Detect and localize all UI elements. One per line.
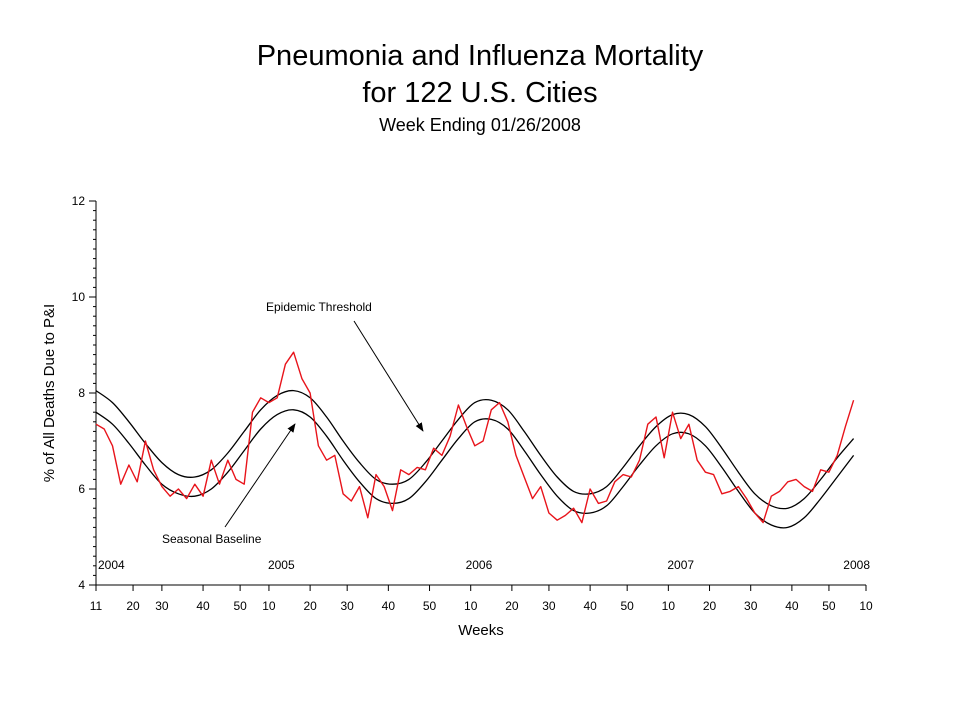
annotation-layer: Epidemic Threshold Seasonal Baseline <box>162 300 424 546</box>
annotation-arrow-seasonal-baseline <box>224 423 296 528</box>
chart-title-line-2: for 122 U.S. Cities <box>362 77 598 109</box>
x-tick-label: 30 <box>340 599 354 613</box>
year-label: 2005 <box>268 558 295 572</box>
annotation-arrow-epidemic-threshold <box>353 320 424 432</box>
year-label: 2006 <box>466 558 493 572</box>
x-tick-label: 11 <box>90 599 103 613</box>
year-label: 2007 <box>667 558 694 572</box>
x-tick-label: 50 <box>423 599 437 613</box>
x-tick-label: 10 <box>859 599 873 613</box>
y-tick-label: 8 <box>78 386 85 400</box>
series-p-i-mortality <box>95 351 855 524</box>
x-tick-label: 30 <box>542 599 556 613</box>
year-label: 2008 <box>843 558 870 572</box>
y-axis-title: % of All Deaths Due to P&I <box>41 304 58 482</box>
x-tick-label: 10 <box>464 599 478 613</box>
x-tick-label: 20 <box>703 599 717 613</box>
x-tick-label: 20 <box>126 599 140 613</box>
x-tick-label: 50 <box>620 599 634 613</box>
x-tick-label: 10 <box>662 599 676 613</box>
y-tick-label: 10 <box>72 290 86 304</box>
year-label: 2004 <box>98 558 125 572</box>
annotation-epidemic-threshold: Epidemic Threshold <box>266 300 372 314</box>
x-tick-label: 40 <box>785 599 799 613</box>
chart-subtitle: Week Ending 01/26/2008 <box>379 115 581 135</box>
chart-title-block: Pneumonia and Influenza Mortality for 12… <box>0 38 960 137</box>
y-tick-label: 12 <box>72 194 86 208</box>
y-tick-label: 4 <box>78 578 85 592</box>
x-tick-label: 40 <box>583 599 597 613</box>
x-tick-label: 40 <box>196 599 210 613</box>
x-tick-label: 30 <box>744 599 758 613</box>
x-tick-label: 50 <box>233 599 247 613</box>
series-epidemic-threshold <box>95 389 855 510</box>
x-tick-label: 20 <box>303 599 317 613</box>
x-tick-label: 10 <box>262 599 276 613</box>
x-tick-label: 40 <box>382 599 396 613</box>
x-axis-title: Weeks <box>458 622 504 639</box>
x-tick-label: 30 <box>155 599 169 613</box>
axis-layer: 4 6 8 10 12 11 20 30 40 50 10 20 30 40 50 10 20 30 40 50 10 2… <box>41 194 873 639</box>
series-seasonal-baseline <box>95 409 855 529</box>
y-tick-label: 6 <box>78 482 85 496</box>
x-tick-label: 20 <box>505 599 519 613</box>
series-layer <box>95 351 855 529</box>
x-tick-label: 50 <box>822 599 836 613</box>
chart-title-line-1: Pneumonia and Influenza Mortality <box>256 40 704 72</box>
annotation-seasonal-baseline: Seasonal Baseline <box>162 532 262 546</box>
